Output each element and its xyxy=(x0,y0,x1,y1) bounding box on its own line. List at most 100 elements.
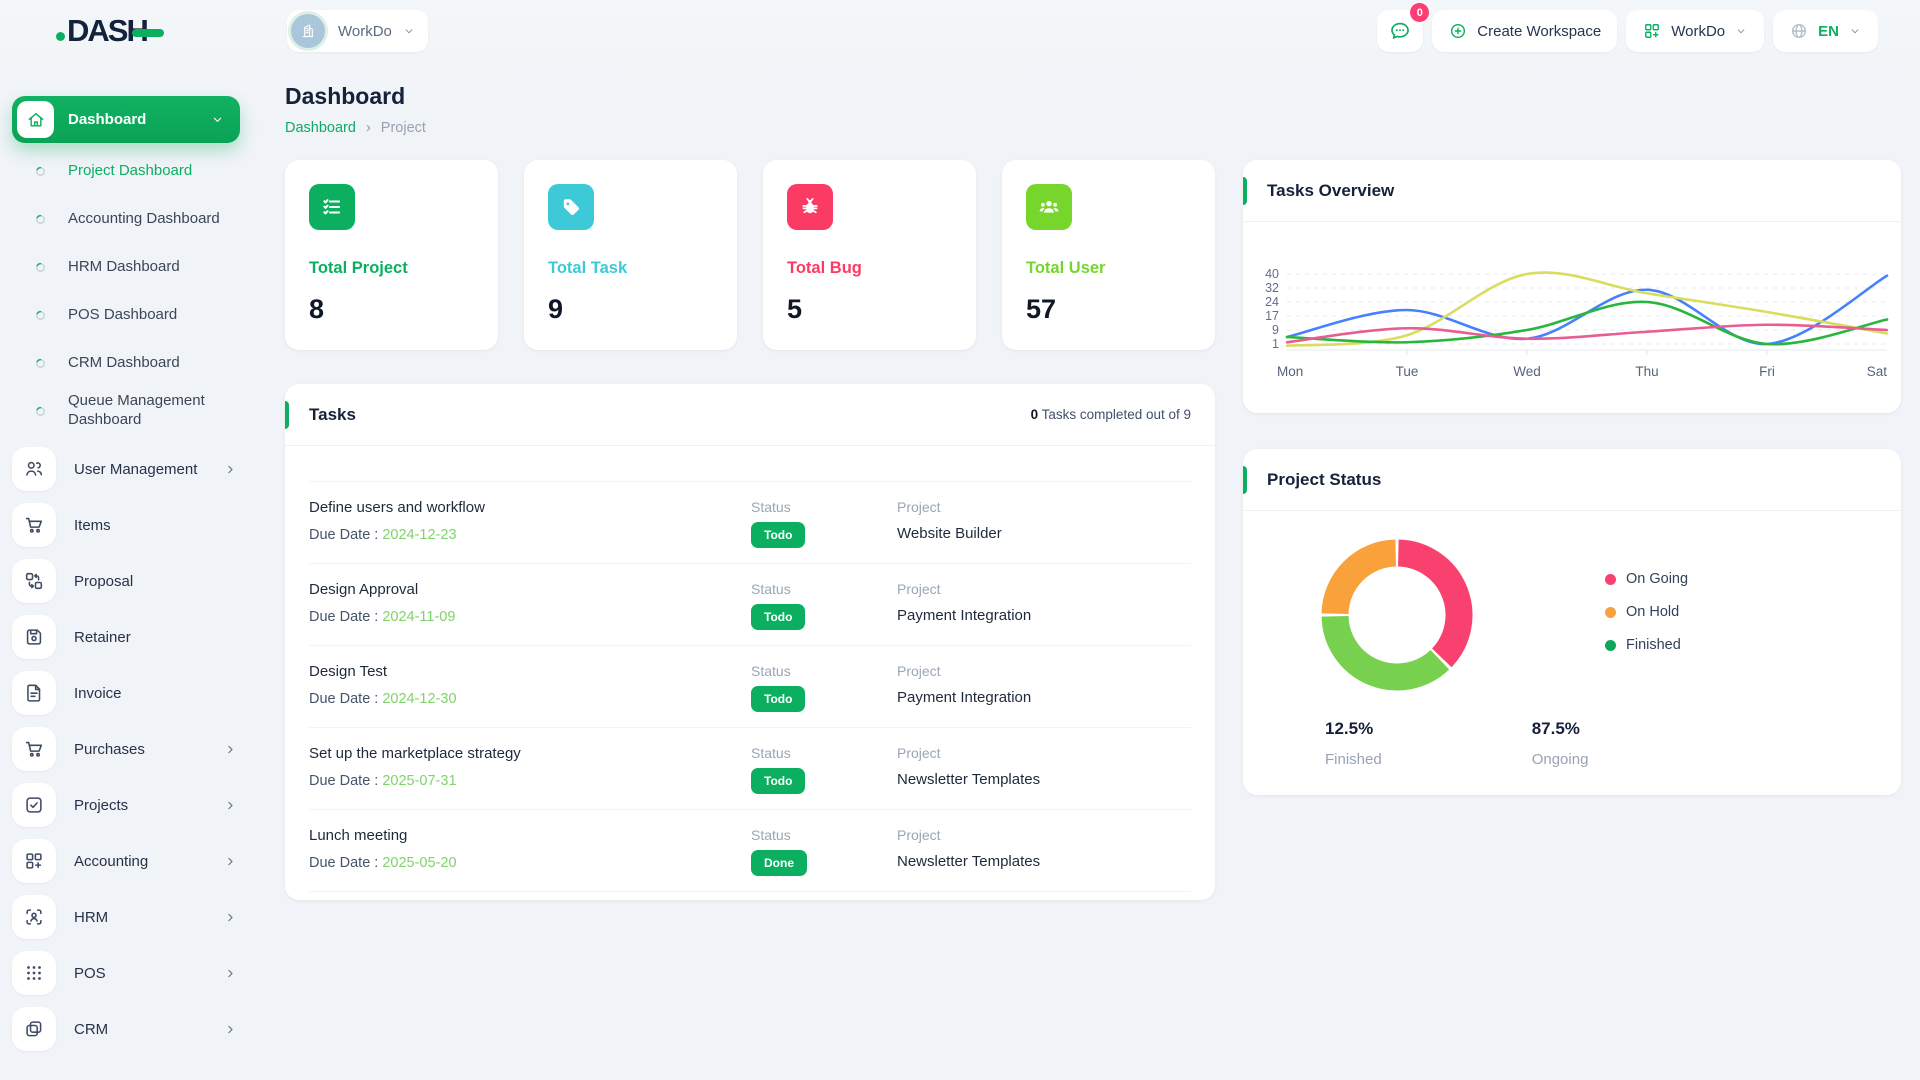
breadcrumb-link-dashboard[interactable]: Dashboard xyxy=(285,120,356,136)
sidebar-item-label: Dashboard xyxy=(68,111,147,128)
breadcrumb-current: Project xyxy=(380,120,426,136)
svg-text:24: 24 xyxy=(1265,295,1279,309)
stat-label: Total User xyxy=(1026,259,1106,277)
messages-button[interactable]: 0 xyxy=(1377,3,1430,52)
svg-text:Mon: Mon xyxy=(1277,364,1303,379)
tasks-overview-card: Tasks Overview 40 32 24 17 9 1 Mon Tue Wed Thu Fri… xyxy=(1243,160,1901,413)
workspace-menu-button[interactable]: WorkDo xyxy=(1626,10,1765,52)
sidebar-subitem[interactable]: Accounting Dashboard xyxy=(12,195,266,243)
project-status-title: Project Status xyxy=(1267,469,1382,489)
sidebar-menu-item[interactable]: HRM xyxy=(12,889,266,945)
task-row[interactable]: Lunch meeting Due Date : 2025-05-20 Stat… xyxy=(309,810,1191,892)
task-due-date: Due Date : 2024-12-30 xyxy=(309,691,457,707)
task-due-date: Due Date : 2025-07-31 xyxy=(309,773,457,789)
dot-circle-icon xyxy=(34,165,47,178)
chevron-right-icon xyxy=(223,462,238,477)
stat-label: Total Project xyxy=(309,259,408,277)
sidebar-menu-label: Accounting xyxy=(74,852,149,870)
status-stat-label: Ongoing xyxy=(1531,751,1589,768)
sidebar-item-dashboard[interactable]: Dashboard xyxy=(12,96,240,143)
sidebar-menu-item[interactable]: Proposal xyxy=(12,553,266,609)
status-stat: 12.5% Finished xyxy=(1325,719,1382,768)
legend-item: On Going xyxy=(1605,571,1688,587)
sidebar-subitem[interactable]: HRM Dashboard xyxy=(12,243,266,291)
donut-legend: On Going On Hold Finished xyxy=(1605,571,1688,653)
task-row[interactable]: Set up the marketplace strategy Due Date… xyxy=(309,728,1191,810)
building-icon xyxy=(298,21,318,41)
sidebar-menu-item[interactable]: User Management xyxy=(12,441,266,497)
sidebar-menu-item[interactable]: Purchases xyxy=(12,721,266,777)
dots-grid-icon xyxy=(23,962,45,984)
sidebar-subitem[interactable]: Project Dashboard xyxy=(12,147,266,195)
chevron-right-icon xyxy=(223,854,238,869)
tasks-overview-title: Tasks Overview xyxy=(1267,180,1395,200)
check-square-icon xyxy=(23,794,45,816)
status-stat: 87.5% Ongoing xyxy=(1532,719,1589,768)
grid-plus-icon xyxy=(1642,21,1662,41)
sidebar-menu-item[interactable]: Projects xyxy=(12,777,266,833)
sidebar-menu-item[interactable]: Items xyxy=(12,497,266,553)
chevron-down-icon xyxy=(210,112,225,127)
project-status-card: Project Status On Going On Hold xyxy=(1243,449,1901,795)
proposal-icon xyxy=(23,570,45,592)
chevron-down-icon xyxy=(402,24,416,38)
status-badge: Todo xyxy=(751,686,806,712)
create-workspace-button[interactable]: Create Workspace xyxy=(1432,10,1618,52)
stat-card: Total Task 9 xyxy=(524,160,737,350)
stat-label: Total Bug xyxy=(787,259,862,277)
sidebar-menu-item[interactable]: POS xyxy=(12,945,266,1001)
chat-icon xyxy=(1388,19,1412,43)
invoice-icon xyxy=(23,682,45,704)
page-title: Dashboard xyxy=(285,83,406,109)
sidebar-menu-label: Proposal xyxy=(74,572,134,590)
status-stat-label: Finished xyxy=(1325,751,1382,768)
sidebar-subitem[interactable]: Queue Management Dashboard xyxy=(12,387,266,435)
language-selector[interactable]: EN xyxy=(1773,10,1878,52)
sidebar-subitem[interactable]: POS Dashboard xyxy=(12,291,266,339)
users-group-icon xyxy=(1037,195,1061,219)
project-column-label: Project xyxy=(897,745,941,761)
chevron-right-icon xyxy=(223,910,238,925)
sidebar-menu-item[interactable]: CRM xyxy=(12,1001,266,1057)
svg-text:Tue: Tue xyxy=(1396,364,1419,379)
chevron-right-icon xyxy=(223,1022,238,1037)
main-content: Dashboard Dashboard › Project Total Proj… xyxy=(285,83,1901,900)
project-column-label: Project xyxy=(897,499,941,515)
tag-icon xyxy=(559,195,583,219)
svg-text:32: 32 xyxy=(1265,281,1279,295)
task-row[interactable]: Design Test Due Date : 2024-12-30 Status… xyxy=(309,646,1191,728)
task-title: Design Test xyxy=(309,663,388,680)
grid-plus-icon xyxy=(23,850,45,872)
dot-circle-icon xyxy=(34,261,47,274)
workspace-avatar xyxy=(291,14,325,48)
sidebar-menu-label: User Management xyxy=(74,460,198,478)
breadcrumb-separator: › xyxy=(365,120,371,136)
sidebar-menu-label: Invoice xyxy=(74,684,122,702)
legend-dot xyxy=(1605,606,1616,618)
project-column-label: Project xyxy=(897,663,941,679)
status-badge: Todo xyxy=(751,604,806,630)
tasks-card: Tasks 0 Tasks completed out of 9 Define … xyxy=(285,384,1215,900)
sidebar-menu-item[interactable]: Accounting xyxy=(12,833,266,889)
home-icon xyxy=(26,110,46,130)
task-title: Design Approval xyxy=(309,581,419,598)
status-column-label: Status xyxy=(751,827,791,843)
plus-circle-icon xyxy=(1448,21,1468,41)
task-row[interactable]: Design Approval Due Date : 2024-11-09 St… xyxy=(309,564,1191,646)
workspace-switcher[interactable]: WorkDo xyxy=(287,10,428,52)
sidebar-subitem[interactable]: CRM Dashboard xyxy=(12,339,266,387)
stat-label: Total Task xyxy=(548,259,628,277)
task-row[interactable]: Define users and workflow Due Date : 202… xyxy=(309,482,1191,564)
sidebar-menu: User Management Items Proposal Retainer xyxy=(12,441,266,1057)
sidebar-subitem-label: Accounting Dashboard xyxy=(68,209,220,227)
stat-value: 57 xyxy=(1026,294,1057,324)
workspace-name: WorkDo xyxy=(338,22,392,40)
legend-dot xyxy=(1605,639,1616,651)
tasks-summary: 0 Tasks completed out of 9 xyxy=(1030,407,1191,422)
project-column-label: Project xyxy=(897,827,941,843)
sidebar-menu-item[interactable]: Retainer xyxy=(12,609,266,665)
sidebar-menu-item[interactable]: Invoice xyxy=(12,665,266,721)
create-workspace-label: Create Workspace xyxy=(1477,22,1602,40)
task-due-date: Due Date : 2024-11-09 xyxy=(309,609,456,625)
